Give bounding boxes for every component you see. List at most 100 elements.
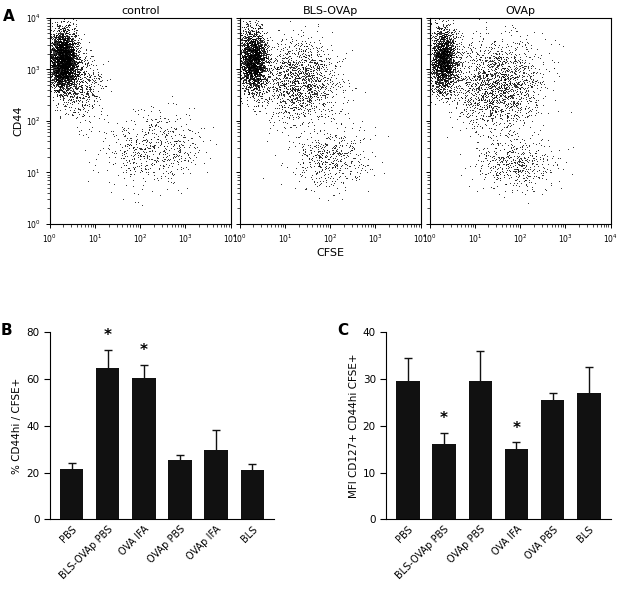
Point bbox=[480, 79, 490, 89]
Point bbox=[247, 72, 257, 81]
Point bbox=[315, 91, 325, 100]
Point bbox=[67, 36, 77, 46]
Point bbox=[327, 177, 337, 186]
Point bbox=[241, 84, 251, 94]
Point bbox=[250, 66, 260, 76]
Point bbox=[486, 109, 496, 118]
Point bbox=[439, 59, 449, 69]
Point bbox=[60, 49, 70, 59]
Point bbox=[513, 166, 523, 176]
Point bbox=[477, 75, 487, 85]
Point bbox=[249, 54, 259, 64]
Point bbox=[67, 50, 77, 59]
Point bbox=[79, 67, 89, 77]
Point bbox=[259, 45, 269, 54]
Point bbox=[425, 61, 435, 71]
Point bbox=[66, 63, 76, 73]
Point bbox=[474, 84, 484, 93]
Point bbox=[445, 57, 455, 67]
Point bbox=[161, 144, 171, 153]
Point bbox=[442, 47, 452, 56]
Point bbox=[60, 59, 70, 69]
Point bbox=[108, 148, 118, 158]
Point bbox=[254, 48, 264, 58]
Point bbox=[440, 70, 450, 79]
Point bbox=[528, 76, 538, 85]
Point bbox=[447, 61, 457, 71]
Point bbox=[437, 30, 447, 40]
Point bbox=[250, 78, 260, 88]
Point bbox=[240, 60, 250, 69]
Point bbox=[333, 69, 343, 79]
Point bbox=[293, 59, 303, 68]
Point bbox=[58, 63, 68, 72]
Point bbox=[59, 42, 69, 52]
Point bbox=[155, 107, 164, 117]
Point bbox=[241, 75, 251, 85]
Point bbox=[494, 48, 504, 58]
Point bbox=[64, 63, 74, 72]
Point bbox=[347, 145, 357, 155]
Point bbox=[45, 56, 55, 65]
Point bbox=[246, 62, 256, 72]
Point bbox=[250, 68, 260, 78]
Point bbox=[68, 58, 78, 67]
Point bbox=[250, 53, 260, 62]
Point bbox=[448, 38, 458, 48]
Point bbox=[457, 66, 467, 75]
Point bbox=[435, 35, 445, 44]
Point bbox=[49, 57, 59, 67]
Point bbox=[55, 42, 65, 51]
Point bbox=[249, 59, 259, 68]
Point bbox=[74, 58, 83, 67]
Point bbox=[176, 153, 186, 162]
Point bbox=[60, 39, 70, 49]
Point bbox=[288, 63, 298, 72]
Point bbox=[250, 72, 260, 82]
Point bbox=[293, 133, 303, 142]
Point bbox=[549, 63, 559, 73]
Point bbox=[439, 60, 449, 69]
Point bbox=[62, 48, 72, 58]
Point bbox=[334, 150, 344, 160]
Point bbox=[259, 88, 269, 98]
Point bbox=[280, 101, 290, 111]
Point bbox=[434, 42, 444, 51]
Point bbox=[57, 60, 67, 70]
Point bbox=[60, 59, 70, 69]
Point bbox=[64, 56, 74, 66]
Point bbox=[330, 169, 340, 179]
Point bbox=[326, 81, 336, 91]
Point bbox=[131, 134, 141, 144]
Point bbox=[440, 64, 450, 74]
Point bbox=[434, 41, 444, 51]
Point bbox=[55, 47, 65, 56]
Point bbox=[285, 85, 295, 94]
Point bbox=[312, 168, 321, 177]
Point bbox=[67, 47, 77, 56]
Point bbox=[442, 70, 452, 80]
Point bbox=[62, 59, 72, 68]
Point bbox=[45, 56, 55, 66]
Point bbox=[484, 124, 494, 133]
Point bbox=[58, 26, 68, 36]
Point bbox=[439, 55, 449, 64]
Point bbox=[73, 103, 83, 112]
Point bbox=[62, 56, 72, 65]
Point bbox=[264, 57, 273, 67]
Point bbox=[64, 55, 74, 64]
Point bbox=[80, 54, 90, 64]
Point bbox=[458, 68, 468, 78]
Point bbox=[485, 106, 495, 116]
Point bbox=[76, 69, 86, 79]
Point bbox=[60, 35, 70, 44]
Point bbox=[85, 83, 95, 93]
Point bbox=[487, 78, 497, 88]
Point bbox=[298, 162, 308, 172]
Point bbox=[316, 158, 326, 168]
Point bbox=[61, 38, 71, 47]
Point bbox=[300, 63, 310, 73]
Point bbox=[52, 80, 62, 90]
Point bbox=[60, 55, 70, 64]
Point bbox=[439, 49, 449, 59]
